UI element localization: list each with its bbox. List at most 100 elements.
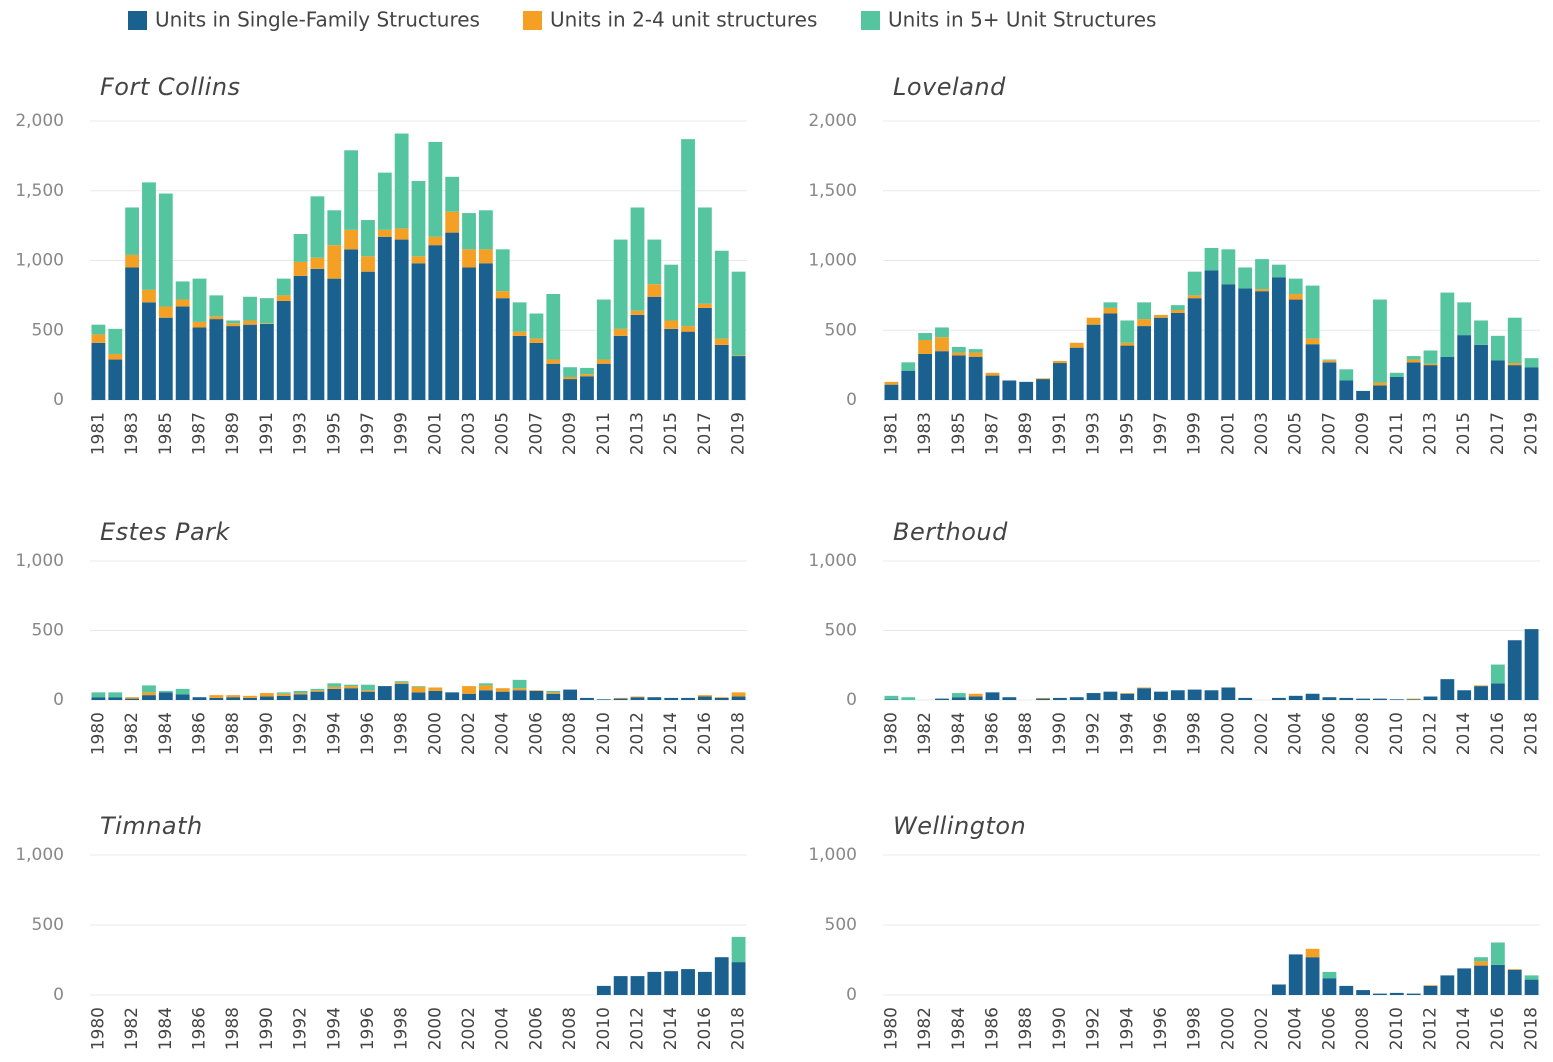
bar-segment — [1373, 382, 1387, 386]
bar-segment — [192, 327, 207, 400]
bar-segment — [529, 342, 544, 400]
bar-segment — [377, 236, 392, 400]
bar-segment — [918, 333, 933, 341]
bar-segment — [1288, 278, 1303, 294]
chart-title: Berthoud — [893, 518, 1008, 546]
x-tick-label: 2000 — [1218, 712, 1238, 755]
series-bars — [91, 232, 746, 400]
bar-segment — [226, 323, 241, 327]
bar-segment — [596, 985, 611, 995]
bar-segment — [1339, 697, 1354, 700]
bar-segment — [1423, 363, 1438, 366]
bar-segment — [142, 695, 156, 700]
legend-label: Units in Single-Family Structures — [155, 8, 480, 32]
x-tick-label: 1980 — [88, 712, 108, 755]
bar-segment — [1406, 356, 1421, 360]
x-tick-label: 1994 — [1117, 1007, 1137, 1050]
bar-segment — [968, 356, 983, 400]
bar-segment — [495, 691, 510, 700]
bar-segment — [478, 690, 493, 700]
bar-segment — [462, 267, 476, 400]
bar-segment — [1204, 247, 1219, 271]
bar-segment — [243, 296, 257, 321]
x-tick-label: 2016 — [695, 1007, 715, 1050]
x-tick-label: 1996 — [358, 712, 378, 755]
bar-segment — [630, 207, 645, 311]
bar-segment — [918, 340, 933, 354]
x-tick-label: 1993 — [1084, 412, 1104, 455]
bar-segment — [884, 381, 899, 385]
x-tick-label: 1997 — [1151, 412, 1171, 455]
bar-segment — [1204, 690, 1219, 700]
bar-segment — [394, 228, 409, 240]
bar-segment — [411, 692, 426, 700]
x-tick-label: 2014 — [1454, 1007, 1474, 1050]
bar-segment — [1373, 385, 1387, 400]
y-tick-label: 500 — [32, 915, 64, 935]
bar-segment — [1036, 379, 1050, 400]
bar-segment — [1373, 993, 1387, 995]
x-tick-label: 2018 — [729, 1007, 749, 1050]
y-tick-label: 1,000 — [15, 845, 64, 865]
bar-segment — [1120, 345, 1135, 400]
bar-segment — [276, 300, 291, 400]
bar-segment — [1524, 629, 1539, 700]
bar-segment — [1457, 302, 1472, 336]
bar-segment — [546, 293, 561, 360]
x-tick-label: 2010 — [1387, 1007, 1407, 1050]
bar-segment — [647, 239, 662, 285]
bar-segment — [1052, 697, 1067, 700]
bar-segment — [1154, 314, 1168, 318]
x-tick-label: 2008 — [1353, 712, 1373, 755]
bar-segment — [731, 696, 746, 700]
bar-segment — [478, 249, 493, 264]
x-tick-label: 2000 — [425, 712, 445, 755]
bar-segment — [918, 353, 933, 400]
bar-segment — [968, 693, 983, 697]
x-tick-label: 2003 — [459, 412, 479, 455]
series-bars — [968, 685, 1488, 700]
x-tick-label: 2016 — [695, 712, 715, 755]
bar-segment — [681, 697, 695, 700]
bar-segment — [580, 376, 594, 400]
y-tick-label: 0 — [53, 985, 64, 1005]
bar-segment — [1288, 695, 1303, 700]
x-tick-label: 1986 — [190, 1007, 210, 1050]
bar-segment — [411, 180, 426, 257]
series-bars — [91, 211, 746, 380]
bar-segment — [951, 346, 966, 353]
bar-segment — [445, 692, 460, 700]
bar-segment — [1069, 342, 1084, 348]
y-tick-label: 500 — [825, 320, 857, 340]
bar-segment — [546, 690, 561, 693]
y-tick-label: 0 — [846, 690, 857, 710]
bar-segment — [462, 686, 476, 694]
bar-segment — [1322, 359, 1337, 361]
bar-segment — [1238, 697, 1253, 700]
bar-segment — [546, 692, 561, 694]
x-tick-label: 1983 — [122, 412, 142, 455]
y-tick-label: 1,000 — [15, 551, 64, 571]
bar-segment — [293, 261, 308, 276]
bar-segment — [142, 182, 156, 290]
x-tick-label: 2012 — [628, 1007, 648, 1050]
bar-segment — [344, 150, 359, 230]
x-tick-label: 1984 — [156, 1007, 176, 1050]
bar-segment — [1271, 697, 1286, 700]
bar-segment — [1120, 693, 1135, 694]
bar-segment — [935, 351, 949, 400]
bar-segment — [158, 306, 173, 318]
bar-segment — [1288, 293, 1303, 300]
x-tick-label: 1998 — [392, 1007, 412, 1050]
x-tick-label: 2014 — [1454, 712, 1474, 755]
x-tick-label: 2008 — [560, 712, 580, 755]
bar-segment — [1490, 335, 1505, 361]
bar-segment — [226, 320, 241, 324]
bar-segment — [1339, 369, 1354, 381]
x-tick-label: 2006 — [1319, 1007, 1339, 1050]
x-tick-label: 1996 — [1151, 1007, 1171, 1050]
x-tick-label: 1987 — [190, 412, 210, 455]
bar-segment — [293, 275, 308, 400]
x-tick-label: 1980 — [881, 1007, 901, 1050]
x-tick-label: 1991 — [1050, 412, 1070, 455]
